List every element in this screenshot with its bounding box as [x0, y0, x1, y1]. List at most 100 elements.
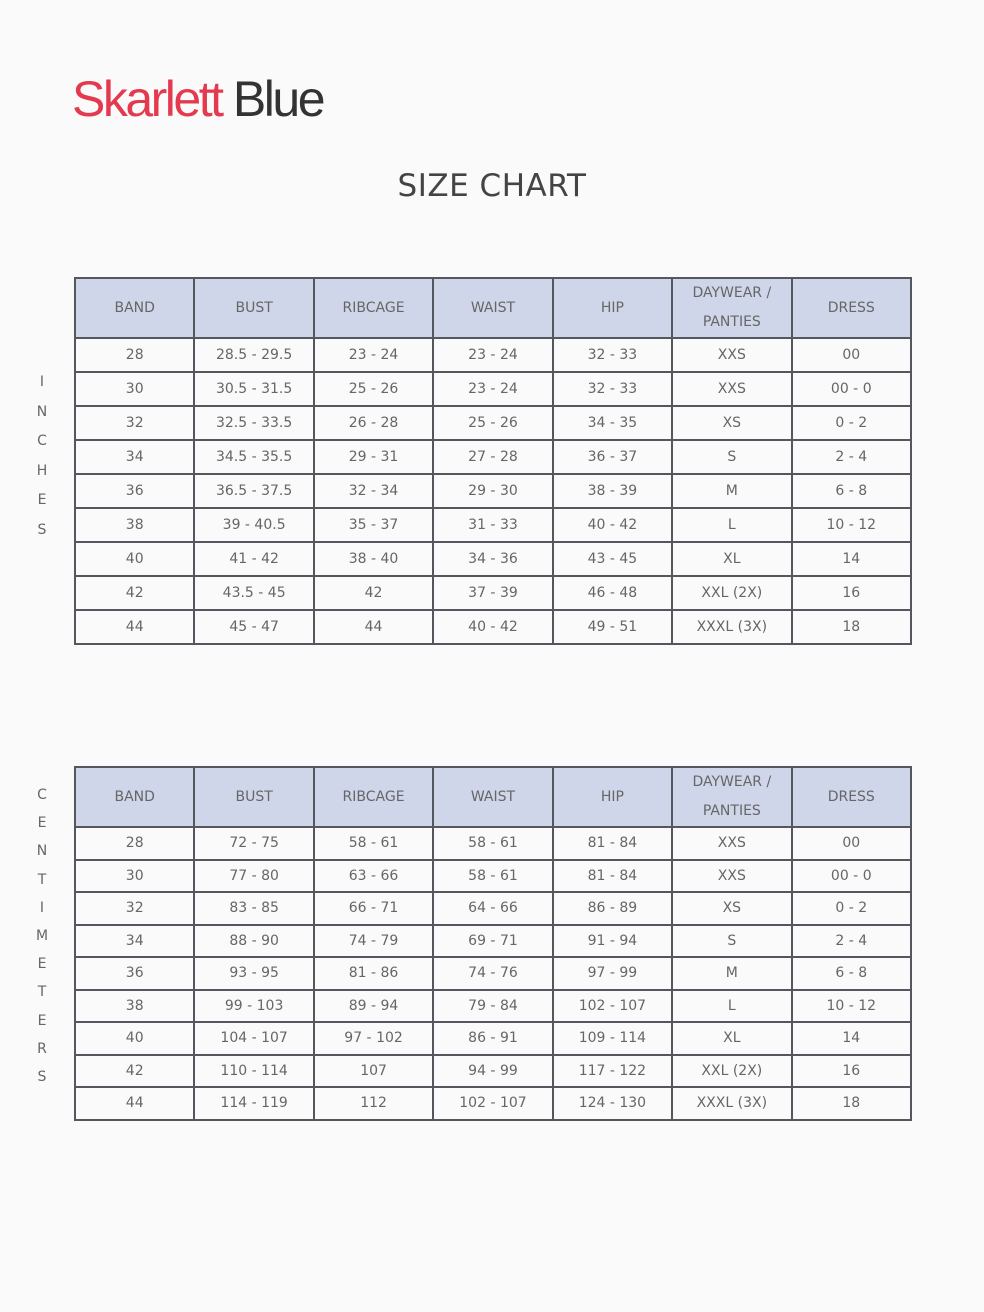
- table-row: 28 72 - 75 58 - 61 58 - 61 81 - 84 XXS 00: [73, 826, 913, 861]
- table-cell: 28: [73, 337, 196, 373]
- table-cell: 39 - 40.5: [193, 507, 315, 543]
- column-header: DRESS: [790, 766, 913, 828]
- page-title: SIZE CHART: [397, 168, 587, 204]
- table-cell: 32.5 - 33.5: [193, 405, 315, 441]
- table-cell: 29 - 31: [312, 439, 435, 475]
- table-cell: 97 - 99: [551, 956, 674, 991]
- table-row: 28 28.5 - 29.5 23 - 24 23 - 24 32 - 33 XXS 00: [73, 337, 913, 373]
- column-header: HIP: [551, 277, 674, 339]
- table-cell: 81 - 84: [551, 826, 674, 861]
- table-cell: 91 - 94: [551, 923, 674, 958]
- table-row: 36 36.5 - 37.5 32 - 34 29 - 30 38 - 39 M 6 - 8: [73, 473, 913, 509]
- table-cell: XXXL (3X): [671, 609, 793, 645]
- table-cell: 40: [73, 1021, 196, 1056]
- table-cell: S: [671, 439, 793, 475]
- table-cell: 36: [73, 956, 196, 991]
- side-label-letter: H: [36, 462, 48, 479]
- inches-size-table: BAND BUST RIBCAGE WAIST HIP DAYWEAR / PANTIES…: [73, 277, 913, 645]
- table-cell: 28: [73, 826, 196, 861]
- table-cell: 124 - 130: [551, 1086, 674, 1121]
- table-cell: 26 - 28: [312, 405, 435, 441]
- side-label-letter: E: [37, 1012, 47, 1029]
- table-cell: 34.5 - 35.5: [193, 439, 315, 475]
- table-row: 30 30.5 - 31.5 25 - 26 23 - 24 32 - 33 XXS 00 …: [73, 371, 913, 407]
- table-cell: 102 - 107: [551, 988, 674, 1023]
- logo-part2: Blue: [232, 71, 326, 127]
- side-label-letter: E: [37, 956, 47, 973]
- table-row: 40 41 - 42 38 - 40 34 - 36 43 - 45 XL 14: [73, 541, 913, 577]
- table-cell: 40 - 42: [432, 609, 554, 645]
- table-cell: 42: [73, 1053, 196, 1088]
- column-header: HIP: [551, 766, 674, 828]
- table-cell: 38: [73, 507, 196, 543]
- table-cell: 81 - 84: [551, 858, 674, 893]
- table-cell: 102 - 107: [432, 1086, 554, 1121]
- table-cell: 86 - 91: [432, 1021, 554, 1056]
- table-row: 42 110 - 114 107 94 - 99 117 - 122 XXL (2X) 16: [73, 1053, 913, 1088]
- column-header: BAND: [73, 277, 196, 339]
- table-cell: 10 - 12: [790, 988, 913, 1023]
- table-cell: 58 - 61: [432, 826, 554, 861]
- table-cell: 42: [73, 575, 196, 611]
- table-cell: 14: [790, 541, 913, 577]
- table-cell: 34: [73, 439, 196, 475]
- table-cell: 109 - 114: [551, 1021, 674, 1056]
- side-label-letter: E: [37, 815, 47, 832]
- table-row: 30 77 - 80 63 - 66 58 - 61 81 - 84 XXS 00 - 0: [73, 858, 913, 893]
- side-label-letter: C: [37, 433, 47, 449]
- table-cell: 00 - 0: [790, 371, 913, 407]
- column-header: BUST: [193, 277, 315, 339]
- table-cell: 32: [73, 405, 196, 441]
- table-cell: 43 - 45: [551, 541, 674, 577]
- centimeters-size-table: BAND BUST RIBCAGE WAIST HIP DAYWEAR / PANTIES…: [73, 766, 913, 1121]
- table-cell: 46 - 48: [551, 575, 674, 611]
- table-cell: XXL (2X): [671, 575, 793, 611]
- table-cell: 0 - 2: [790, 405, 913, 441]
- table-cell: 30: [73, 858, 196, 893]
- table-cell: 104 - 107: [193, 1021, 315, 1056]
- table-cell: 83 - 85: [193, 891, 315, 926]
- side-label-letter: S: [37, 521, 47, 538]
- table-cell: 88 - 90: [193, 923, 315, 958]
- table-cell: 14: [790, 1021, 913, 1056]
- side-label-letter: M: [35, 927, 49, 944]
- table-cell: 110 - 114: [193, 1053, 315, 1088]
- table-cell: 107: [312, 1053, 435, 1088]
- table-cell: 2 - 4: [790, 923, 913, 958]
- table-cell: 6 - 8: [790, 956, 913, 991]
- table-cell: 10 - 12: [790, 507, 913, 543]
- table-cell: 32: [73, 891, 196, 926]
- table-cell: 86 - 89: [551, 891, 674, 926]
- table-cell: 114 - 119: [193, 1086, 315, 1121]
- table-cell: 34 - 36: [432, 541, 554, 577]
- table-cell: 23 - 24: [432, 371, 554, 407]
- side-label-letter: C: [37, 787, 47, 803]
- side-label-letter: I: [39, 374, 45, 390]
- table-cell: 58 - 61: [432, 858, 554, 893]
- table-cell: 64 - 66: [432, 891, 554, 926]
- table-cell: 38: [73, 988, 196, 1023]
- table-cell: XXL (2X): [671, 1053, 793, 1088]
- table-cell: XXS: [671, 826, 793, 861]
- table-cell: 00: [790, 826, 913, 861]
- table-cell: 2 - 4: [790, 439, 913, 475]
- table-cell: 34 - 35: [551, 405, 674, 441]
- table-cell: 32 - 34: [312, 473, 435, 509]
- table-cell: 89 - 94: [312, 988, 435, 1023]
- column-header: RIBCAGE: [312, 277, 435, 339]
- table-cell: 18: [790, 1086, 913, 1121]
- table-cell: 58 - 61: [312, 826, 435, 861]
- side-label-letter: E: [37, 492, 47, 508]
- table-cell: XS: [671, 405, 793, 441]
- side-label-letter: T: [37, 984, 47, 1001]
- table-cell: 72 - 75: [193, 826, 315, 861]
- table-cell: 99 - 103: [193, 988, 315, 1023]
- table-row: 34 34.5 - 35.5 29 - 31 27 - 28 36 - 37 S 2 - 4: [73, 439, 913, 475]
- table-cell: L: [671, 988, 793, 1023]
- side-label-letter: T: [37, 871, 47, 888]
- table-cell: 23 - 24: [432, 337, 554, 373]
- table-cell: XXS: [671, 858, 793, 893]
- table-cell: 93 - 95: [193, 956, 315, 991]
- table-cell: 28.5 - 29.5: [193, 337, 315, 373]
